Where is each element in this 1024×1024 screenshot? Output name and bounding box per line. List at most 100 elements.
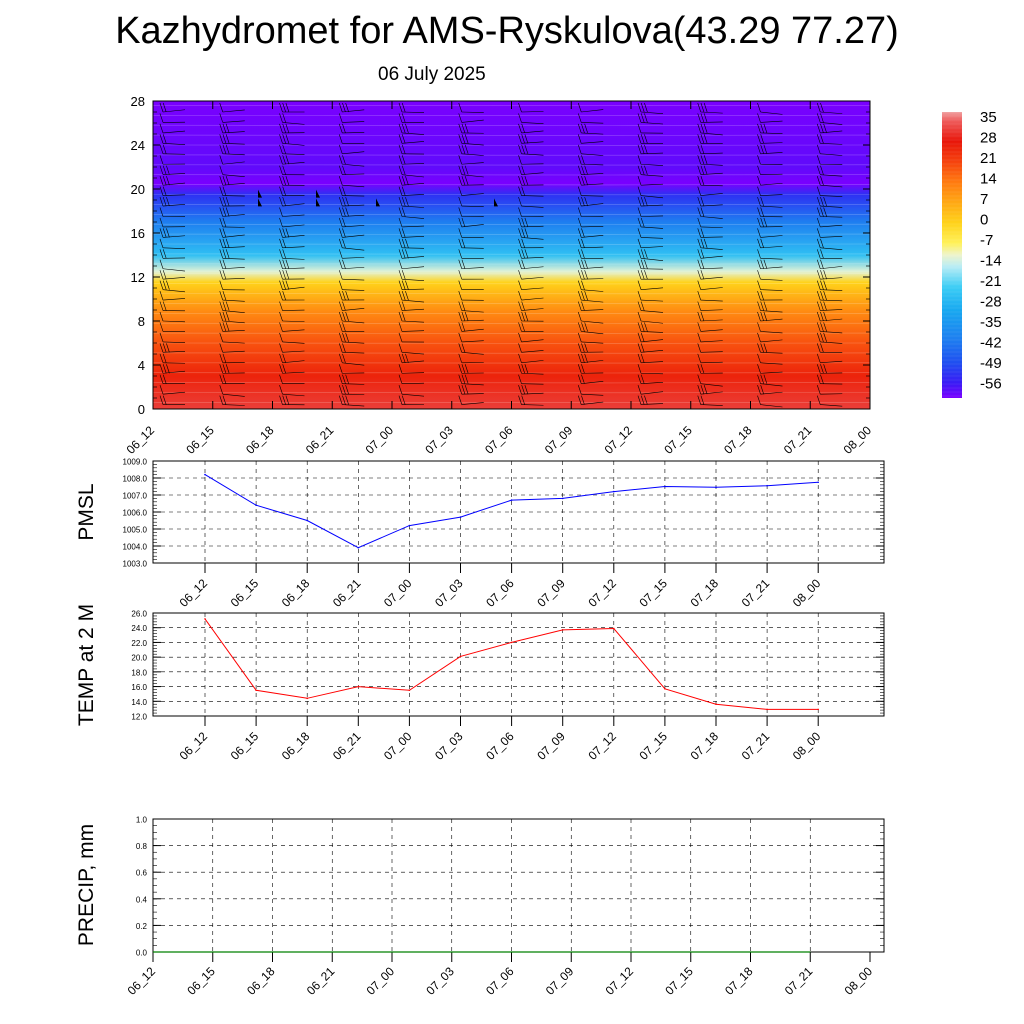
wind-barb-feather bbox=[577, 207, 582, 217]
wind-barb-feather bbox=[342, 332, 346, 342]
wind-barb-feather bbox=[518, 385, 522, 395]
wind-barb-feather bbox=[398, 259, 403, 269]
wind-barb-feather bbox=[398, 228, 403, 238]
wind-barb bbox=[162, 143, 186, 145]
wind-barb-feather bbox=[823, 270, 827, 280]
wind-barb-feather bbox=[823, 332, 827, 342]
wind-barb bbox=[760, 120, 783, 123]
wind-barb-feather bbox=[820, 332, 824, 342]
wind-barb bbox=[401, 393, 425, 397]
wind-barb-feather bbox=[398, 113, 403, 123]
data-point bbox=[715, 703, 717, 706]
wind-barb-feather bbox=[398, 270, 403, 280]
wind-barb-feather bbox=[401, 123, 406, 133]
wind-barb-feather bbox=[401, 113, 406, 123]
wind-barb bbox=[700, 391, 723, 395]
wind-barb-feather bbox=[282, 155, 286, 165]
wind-barb-feather bbox=[461, 322, 466, 332]
wind-barb-feather bbox=[222, 364, 227, 374]
wind-barb-feather bbox=[458, 102, 463, 113]
wind-barb bbox=[461, 340, 484, 343]
wind-barb-feather bbox=[816, 291, 821, 301]
wind-barb-feather bbox=[464, 385, 469, 395]
wind-barb bbox=[461, 162, 484, 165]
wind-barb-feather bbox=[697, 123, 702, 133]
wind-barb-feather bbox=[816, 322, 821, 332]
wind-barb-feather bbox=[760, 238, 764, 248]
wind-barb-feather bbox=[159, 207, 164, 217]
wind-barb-feather bbox=[345, 385, 349, 395]
x-tick-label: 06_21 bbox=[304, 964, 338, 998]
wind-barb-feather bbox=[225, 249, 230, 259]
wind-barb-feather bbox=[816, 165, 821, 175]
wind-barb bbox=[581, 289, 604, 292]
wind-barb-feather bbox=[401, 102, 406, 113]
wind-barb bbox=[461, 319, 484, 322]
x-tick-label: 07_00 bbox=[381, 576, 415, 610]
wind-barb bbox=[162, 350, 186, 353]
wind-barb-feather bbox=[279, 259, 283, 269]
wind-barb-feather bbox=[461, 165, 466, 175]
wind-barb bbox=[521, 225, 544, 228]
wind-barb-feather bbox=[577, 332, 582, 342]
wind-barb bbox=[401, 278, 425, 282]
wind-barb bbox=[521, 392, 544, 395]
wind-barb bbox=[342, 109, 365, 113]
wind-barb-feather bbox=[464, 165, 469, 175]
wind-barb-feather bbox=[524, 144, 529, 154]
wind-barb-feather bbox=[518, 123, 522, 133]
x-tick-label: 07_18 bbox=[721, 423, 755, 457]
wind-barb-feather bbox=[644, 395, 648, 405]
wind-barb bbox=[640, 174, 664, 177]
wind-barb-feather bbox=[401, 270, 406, 280]
wind-barb-feather bbox=[700, 270, 705, 280]
wind-barb-feather bbox=[637, 196, 642, 207]
wind-barb bbox=[461, 224, 484, 228]
wind-barb-feather bbox=[697, 259, 702, 269]
wind-barb bbox=[640, 183, 664, 186]
wind-barb-feather bbox=[222, 228, 227, 238]
wind-barb-feather bbox=[162, 176, 167, 186]
wind-barb bbox=[581, 381, 604, 384]
wind-barb-feather bbox=[464, 374, 469, 384]
data-point bbox=[459, 655, 462, 658]
wind-barb-feather bbox=[518, 249, 522, 259]
wind-barb-feather bbox=[398, 217, 403, 228]
wind-barb-feather bbox=[521, 259, 525, 269]
wind-barb-feather bbox=[458, 186, 463, 196]
wind-barb bbox=[760, 278, 783, 281]
wind-barb-feather bbox=[700, 165, 705, 175]
wind-barb-feather bbox=[581, 155, 585, 165]
wind-barb-feather bbox=[159, 395, 164, 405]
wind-barb-feather bbox=[757, 322, 761, 332]
wind-barb-feather bbox=[518, 144, 522, 154]
x-tick-label: 08_00 bbox=[841, 423, 875, 457]
wind-barb-feather bbox=[159, 144, 164, 154]
wind-barb-feather bbox=[279, 249, 283, 259]
wind-barb-feather bbox=[644, 134, 648, 144]
wind-barb bbox=[162, 341, 186, 343]
wind-barb-feather bbox=[697, 270, 702, 280]
wind-barb-feather bbox=[222, 217, 227, 228]
x-tick-label: 07_00 bbox=[364, 964, 398, 998]
wind-barb bbox=[640, 382, 664, 384]
wind-barb bbox=[820, 111, 843, 114]
wind-barb-feather bbox=[285, 280, 290, 290]
wind-barb-feather bbox=[279, 217, 283, 228]
wind-barb-feather bbox=[581, 165, 585, 175]
wind-barb-feather bbox=[820, 134, 824, 144]
x-tick-label: 07_00 bbox=[363, 423, 397, 457]
wind-barb-feather bbox=[820, 311, 824, 322]
wind-barb-feather bbox=[757, 395, 761, 405]
wind-barb-feather bbox=[338, 165, 343, 175]
data-point bbox=[613, 627, 615, 630]
wind-barb-feather bbox=[637, 176, 642, 186]
wind-barb bbox=[581, 393, 604, 396]
wind-barb-feather bbox=[640, 102, 645, 113]
wind-barb-feather bbox=[820, 176, 824, 186]
wind-barb bbox=[581, 132, 604, 135]
wind-barb-pennant bbox=[316, 198, 320, 207]
wind-barb-feather bbox=[282, 353, 286, 363]
wind-barb-feather bbox=[338, 270, 343, 280]
wind-barb-feather bbox=[279, 186, 283, 196]
